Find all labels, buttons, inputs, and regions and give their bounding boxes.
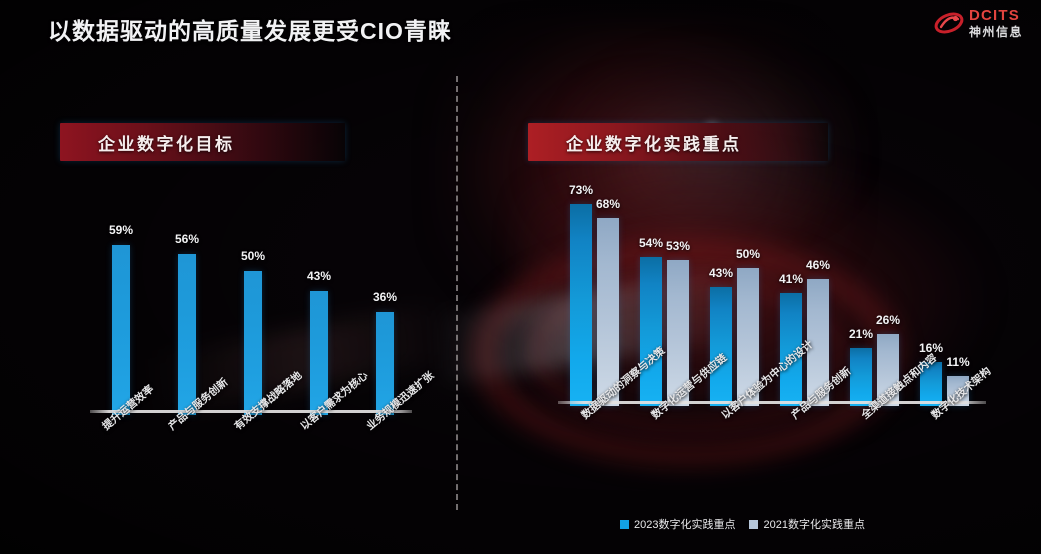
left-axis-line bbox=[90, 410, 412, 413]
bar-value-label: 43% bbox=[708, 266, 734, 281]
bar-column bbox=[570, 185, 592, 406]
right-panel-title: 企业数字化实践重点 bbox=[566, 134, 742, 154]
bar-value-label: 11% bbox=[946, 354, 970, 369]
bar-2023数字化实践重点-数字化技术架构 bbox=[920, 361, 942, 406]
bar-2023数字化实践重点-全渠道接触点和内容 bbox=[850, 348, 872, 406]
bar-2021数字化实践重点-全渠道接触点和内容 bbox=[877, 334, 899, 406]
dcits-swirl-icon bbox=[934, 12, 964, 34]
bar-value-label: 59% bbox=[108, 223, 134, 238]
right-panel-banner: 企业数字化实践重点 bbox=[528, 123, 828, 161]
legend-swatch bbox=[749, 519, 759, 529]
bar-value-label: 26% bbox=[875, 313, 901, 328]
bar-column bbox=[640, 185, 662, 406]
legend-label: 2023数字化实践重点 bbox=[634, 519, 736, 531]
chart-enterprise-digital-goals: 59% 56% 50% 43% 36% bbox=[60, 180, 420, 415]
bar-value-label: 41% bbox=[778, 271, 804, 286]
right-plot-area: 73% 68% 54% 53% 43% 50% 41% 46% 21% 26% 16% 11% bbox=[540, 180, 1000, 406]
bar-value-label: 53% bbox=[665, 238, 691, 253]
bar-value-label: 68% bbox=[595, 197, 621, 212]
bar-column bbox=[710, 185, 732, 406]
bar-column bbox=[244, 185, 262, 415]
bar-产品与服务创新 bbox=[178, 254, 196, 415]
logo-text: DCITS 神州信息 bbox=[969, 8, 1023, 38]
legend-label: 2021数字化实践重点 bbox=[763, 519, 865, 531]
bar-value-label: 54% bbox=[638, 235, 664, 250]
bar-有效支撑战略落地 bbox=[244, 271, 262, 415]
legend-swatch bbox=[620, 519, 629, 529]
right-banner-bg bbox=[528, 123, 828, 161]
bar-2021数字化实践重点-数据驱动的洞察与决策 bbox=[597, 218, 619, 406]
bar-column bbox=[920, 185, 942, 406]
bar-value-label: 43% bbox=[306, 269, 332, 284]
bar-value-label: 73% bbox=[568, 183, 594, 198]
bar-2021数字化实践重点-以客户体验为中心的设计 bbox=[737, 267, 759, 406]
legend-item[interactable]: 2021数字化实践重点 bbox=[749, 516, 865, 532]
chart-legend: 2023数字化实践重点 2021数字化实践重点 bbox=[620, 516, 865, 532]
bar-2021数字化实践重点-产品与服务创新 bbox=[807, 278, 829, 406]
right-axis-line bbox=[558, 401, 986, 404]
bar-value-label: 50% bbox=[240, 249, 266, 264]
bar-column bbox=[947, 185, 969, 406]
bar-column bbox=[667, 185, 689, 406]
bar-column bbox=[310, 185, 328, 415]
left-banner-bg bbox=[60, 123, 345, 161]
logo-text-cn: 神州信息 bbox=[968, 25, 1023, 39]
bar-column bbox=[780, 185, 802, 406]
page-title: 以数据驱动的高质量发展更受CIO青睐 bbox=[48, 18, 452, 44]
bar-column bbox=[737, 185, 759, 406]
bar-2023数字化实践重点-数据驱动的洞察与决策 bbox=[570, 204, 592, 406]
bar-value-label: 16% bbox=[918, 340, 944, 355]
left-panel-title: 企业数字化目标 bbox=[98, 134, 235, 154]
bar-column bbox=[376, 185, 394, 415]
bar-column bbox=[850, 185, 872, 406]
panel-divider bbox=[456, 76, 458, 510]
bar-value-label: 21% bbox=[848, 326, 874, 341]
legend-item[interactable]: 2023数字化实践重点 bbox=[620, 516, 735, 532]
left-panel-banner: 企业数字化目标 bbox=[60, 123, 345, 161]
bar-column bbox=[178, 185, 196, 415]
bar-2023数字化实践重点-以客户体验为中心的设计 bbox=[710, 287, 732, 406]
bar-value-label: 46% bbox=[805, 257, 831, 272]
bar-以客户需求为核心 bbox=[310, 291, 328, 415]
bar-column bbox=[112, 185, 130, 415]
bar-column bbox=[877, 185, 899, 406]
bar-2023数字化实践重点-产品与服务创新 bbox=[780, 292, 802, 406]
bar-value-label: 50% bbox=[735, 246, 761, 261]
left-plot-area: 59% 56% 50% 43% 36% bbox=[60, 180, 420, 415]
bar-column bbox=[597, 185, 619, 406]
bar-2021数字化实践重点-数字化运营与供应链 bbox=[667, 259, 689, 406]
bar-column bbox=[807, 185, 829, 406]
logo-text-en: DCITS bbox=[968, 7, 1020, 24]
brand-logo: DCITS 神州信息 bbox=[934, 8, 1023, 38]
bar-业务规模迅速扩张 bbox=[376, 311, 394, 415]
bar-2021数字化实践重点-数字化技术架构 bbox=[947, 375, 969, 406]
bar-value-label: 36% bbox=[372, 289, 398, 304]
chart-enterprise-digital-practice: 73% 68% 54% 53% 43% 50% 41% 46% 21% 26% 16% 11% bbox=[540, 180, 1000, 406]
bar-2023数字化实践重点-数字化运营与供应链 bbox=[640, 256, 662, 406]
bar-提升运营效率 bbox=[112, 245, 130, 415]
bar-value-label: 56% bbox=[174, 232, 200, 246]
